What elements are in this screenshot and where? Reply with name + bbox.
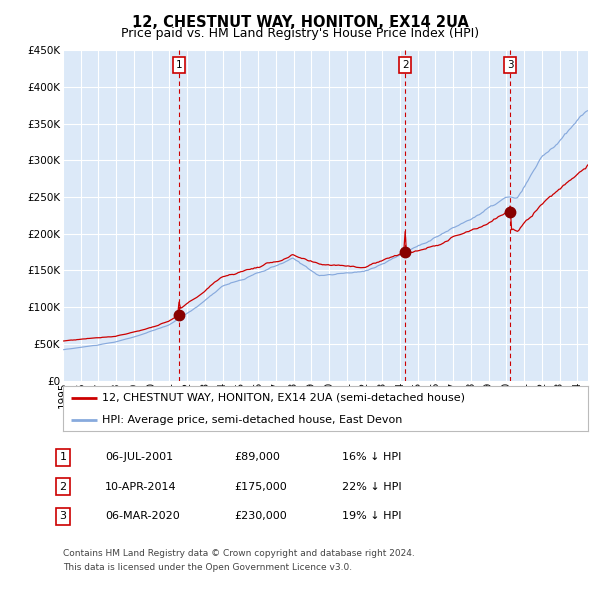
Text: 1: 1	[59, 453, 67, 462]
Text: 06-MAR-2020: 06-MAR-2020	[105, 512, 180, 521]
Text: 3: 3	[507, 60, 514, 70]
Text: 12, CHESTNUT WAY, HONITON, EX14 2UA (semi-detached house): 12, CHESTNUT WAY, HONITON, EX14 2UA (sem…	[103, 392, 466, 402]
Text: 06-JUL-2001: 06-JUL-2001	[105, 453, 173, 462]
Text: This data is licensed under the Open Government Licence v3.0.: This data is licensed under the Open Gov…	[63, 563, 352, 572]
Text: 22% ↓ HPI: 22% ↓ HPI	[342, 482, 401, 491]
Text: 12, CHESTNUT WAY, HONITON, EX14 2UA: 12, CHESTNUT WAY, HONITON, EX14 2UA	[131, 15, 469, 30]
Text: £230,000: £230,000	[234, 512, 287, 521]
Text: 1: 1	[176, 60, 182, 70]
Text: Contains HM Land Registry data © Crown copyright and database right 2024.: Contains HM Land Registry data © Crown c…	[63, 549, 415, 558]
Text: 2: 2	[402, 60, 409, 70]
Text: 2: 2	[59, 482, 67, 491]
Text: £89,000: £89,000	[234, 453, 280, 462]
Text: £175,000: £175,000	[234, 482, 287, 491]
Text: Price paid vs. HM Land Registry's House Price Index (HPI): Price paid vs. HM Land Registry's House …	[121, 27, 479, 40]
Text: 19% ↓ HPI: 19% ↓ HPI	[342, 512, 401, 521]
Text: 3: 3	[59, 512, 67, 521]
Text: HPI: Average price, semi-detached house, East Devon: HPI: Average price, semi-detached house,…	[103, 415, 403, 425]
Text: 10-APR-2014: 10-APR-2014	[105, 482, 176, 491]
Text: 16% ↓ HPI: 16% ↓ HPI	[342, 453, 401, 462]
